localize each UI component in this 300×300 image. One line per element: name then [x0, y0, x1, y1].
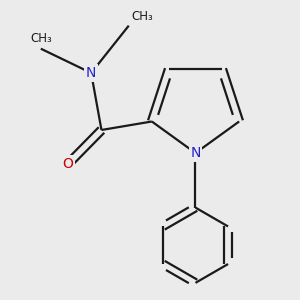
Text: CH₃: CH₃ — [30, 32, 52, 45]
Text: N: N — [190, 146, 201, 160]
Text: CH₃: CH₃ — [132, 10, 154, 23]
Text: N: N — [86, 66, 96, 80]
Text: O: O — [63, 157, 74, 171]
